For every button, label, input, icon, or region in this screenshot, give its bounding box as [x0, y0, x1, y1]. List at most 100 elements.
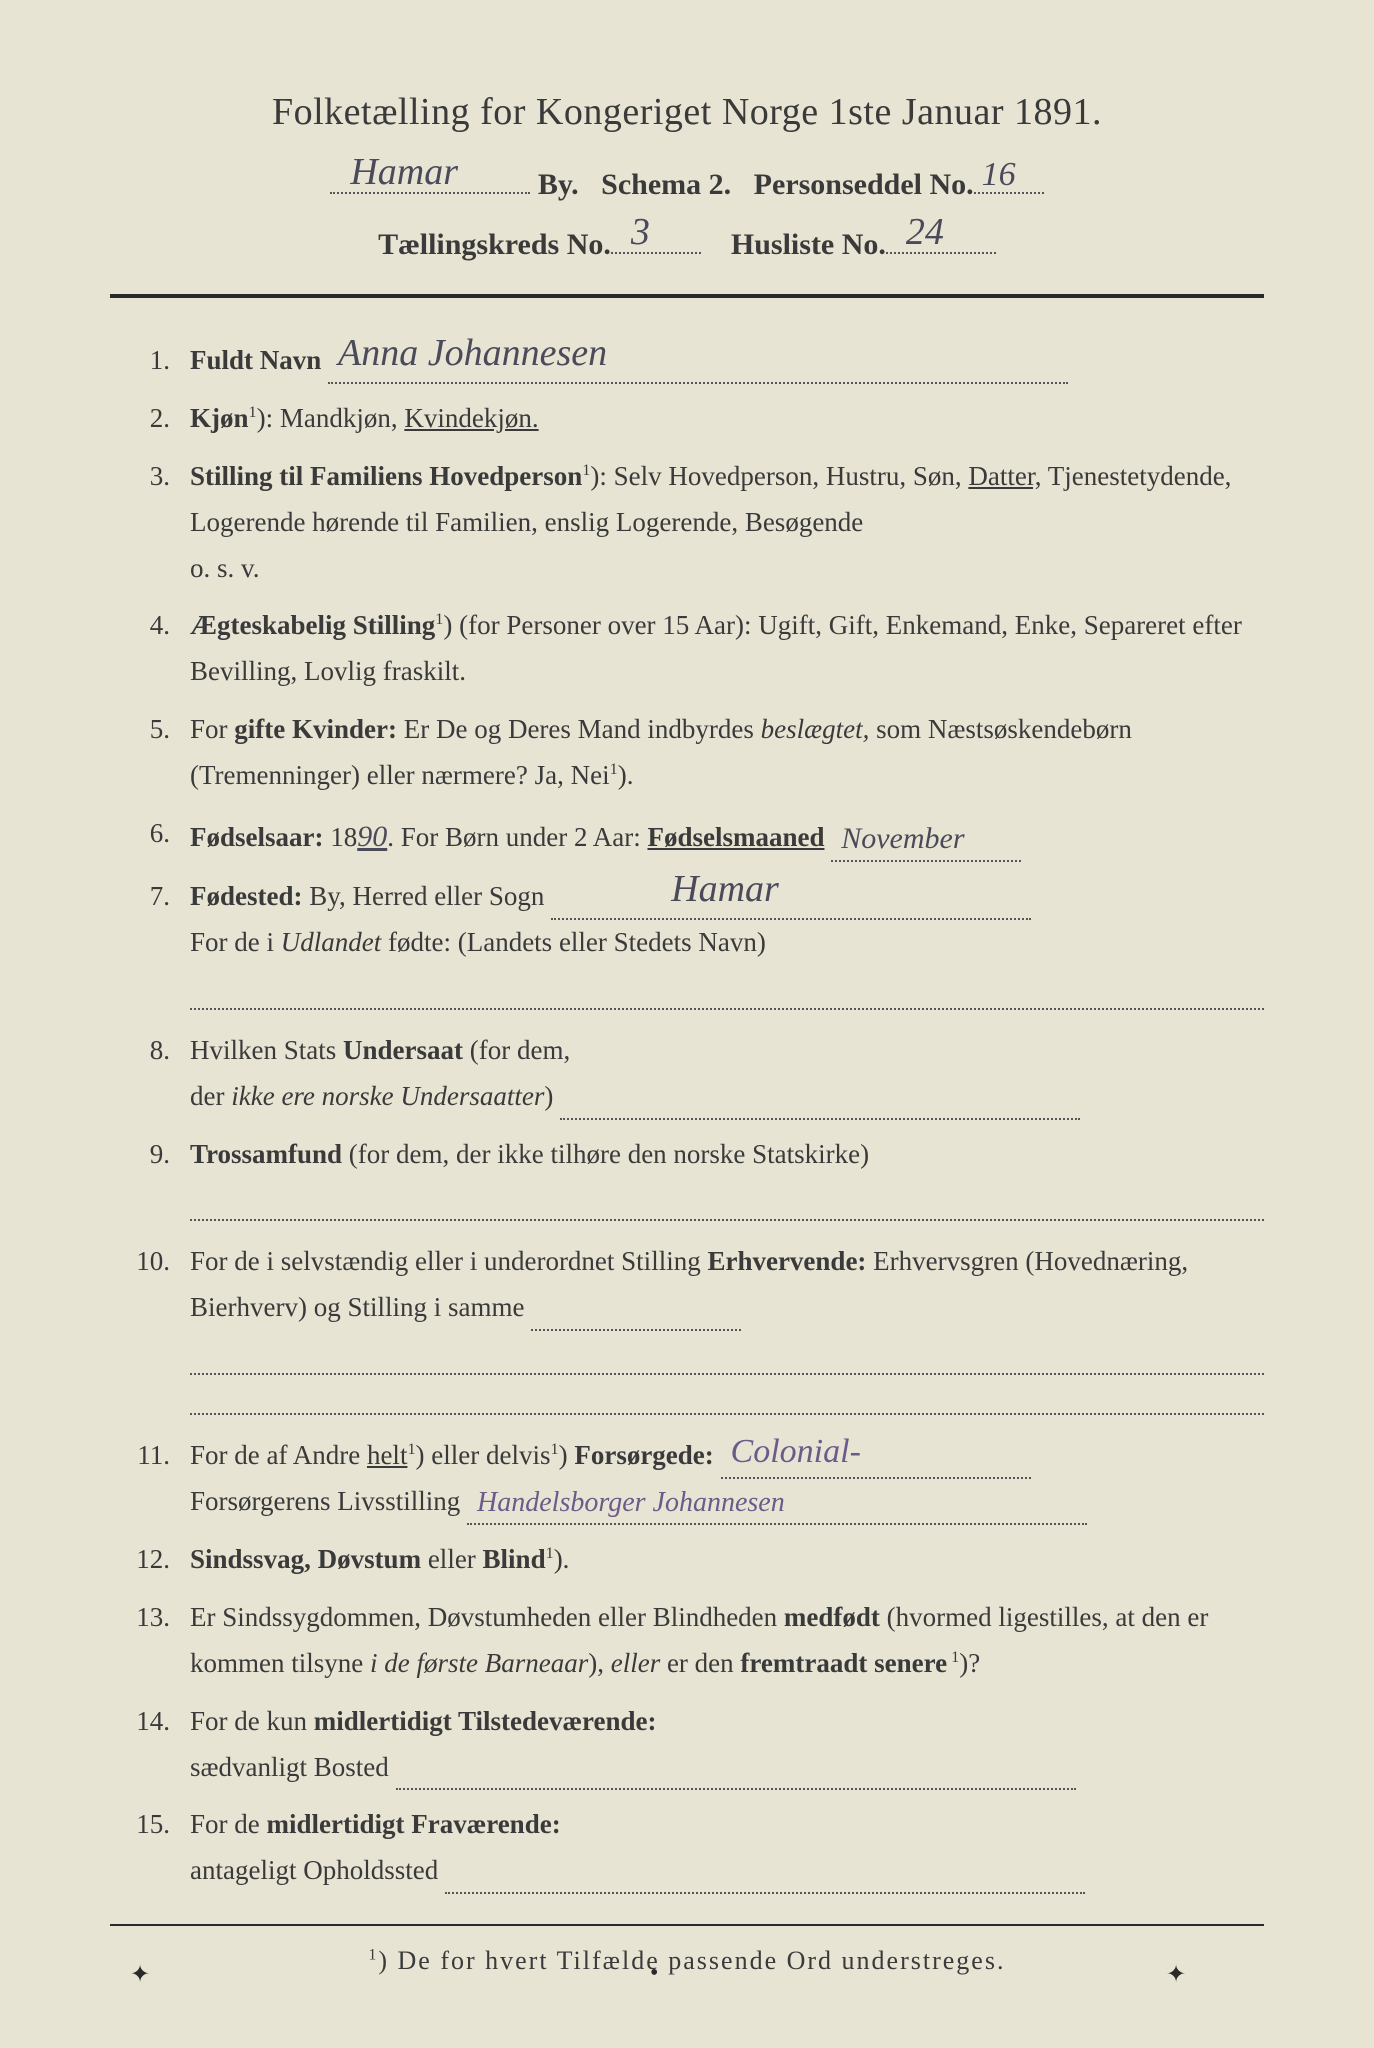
text-8c: (for dem,	[463, 1035, 570, 1065]
census-form-page: Folketælling for Kongeriget Norge 1ste J…	[0, 0, 1374, 2048]
footnote-sup: 1	[369, 1947, 379, 1964]
value-datter: Datter,	[968, 461, 1041, 491]
label-forsorgede: Forsørgede:	[574, 1440, 713, 1470]
text-3b: ): Selv Hovedperson, Hustru, Søn,	[590, 461, 968, 491]
form-title: Folketælling for Kongeriget Norge 1ste J…	[110, 90, 1264, 134]
text-8f: )	[544, 1081, 553, 1111]
item-12: 12. Sindssvag, Døvstum eller Blind1).	[110, 1537, 1264, 1583]
text-9b: (for dem, der ikke tilhøre den norske St…	[342, 1139, 869, 1169]
text-13a: Er Sindssygdommen, Døvstumheden eller Bl…	[190, 1602, 784, 1632]
num-1: 1.	[110, 338, 190, 384]
value-11a: Colonial-	[731, 1423, 861, 1481]
dotted-line-10a	[190, 1343, 1264, 1375]
text-13i: )?	[959, 1648, 980, 1678]
label-gifte: gifte Kvinder:	[234, 714, 397, 744]
text-15c: antageligt Opholdssted	[190, 1855, 438, 1885]
text-eller: eller	[611, 1648, 660, 1678]
item-5: 5. For gifte Kvinder: Er De og Deres Man…	[110, 707, 1264, 799]
label-stilling: Stilling til Familiens Hovedperson	[190, 461, 582, 491]
item-10: 10. For de i selvstændig eller i underor…	[110, 1239, 1264, 1331]
label-tilstedevaerende: midlertidigt Tilstedeværende:	[314, 1706, 657, 1736]
schema-label: Schema 2.	[601, 168, 731, 201]
footnote-text: ) De for hvert Tilfælde passende Ord und…	[378, 1946, 1005, 1975]
item-14: 14. For de kun midlertidigt Tilstedevære…	[110, 1699, 1264, 1791]
label-blind: Blind	[483, 1544, 546, 1574]
husliste-label: Husliste No.	[731, 228, 886, 261]
text-10a: For de i selvstændig eller i underordnet…	[190, 1246, 707, 1276]
num-4: 4.	[110, 603, 190, 695]
label-fodselsaar: Fødselsaar:	[190, 822, 323, 852]
pin-mark-right: ✦	[1166, 1960, 1184, 1978]
label-fravaerende: midlertidigt Fraværende:	[267, 1809, 561, 1839]
text-14c: sædvanligt Bosted	[190, 1752, 389, 1782]
item-9: 9. Trossamfund (for dem, der ikke tilhør…	[110, 1132, 1264, 1178]
num-2: 2.	[110, 396, 190, 442]
by-label: By.	[538, 168, 579, 201]
num-8: 8.	[110, 1028, 190, 1120]
num-10: 10.	[110, 1239, 190, 1331]
text-11d: )	[559, 1440, 575, 1470]
text-13e: ),	[588, 1648, 611, 1678]
num-3: 3.	[110, 454, 190, 592]
text-12b: eller	[421, 1544, 482, 1574]
husliste-no: 24	[906, 210, 944, 254]
text-5a: For	[190, 714, 234, 744]
item-6: 6. Fødselsaar: 1890. For Børn under 2 Aa…	[110, 811, 1264, 862]
text-helt: helt	[367, 1440, 408, 1470]
label-fodested: Fødested:	[190, 881, 302, 911]
label-fodselsmaaned: Fødselsmaaned	[647, 822, 824, 852]
item-8: 8. Hvilken Stats Undersaat (for dem, der…	[110, 1028, 1264, 1120]
header-line-3: Tællingskreds No. 3 Husliste No. 24	[110, 222, 1264, 262]
item-2: 2. Kjøn1): Mandkjøn, Kvindekjøn.	[110, 396, 1264, 442]
item-3: 3. Stilling til Familiens Hovedperson1):…	[110, 454, 1264, 592]
city-handwritten: Hamar	[350, 150, 458, 194]
label-fuldt-navn: Fuldt Navn	[190, 345, 321, 375]
dotted-line-7	[190, 978, 1264, 1010]
label-fremtraadt: fremtraadt senere	[740, 1648, 947, 1678]
text-8d: der	[190, 1081, 231, 1111]
text-13d: i de første Barneaar	[370, 1648, 588, 1678]
text-6c: . For Børn under 2 Aar:	[387, 822, 647, 852]
item-13: 13. Er Sindssygdommen, Døvstumheden elle…	[110, 1595, 1264, 1687]
label-trossamfund: Trossamfund	[190, 1139, 342, 1169]
text-7b: By, Herred eller Sogn	[302, 881, 544, 911]
footnote: 1) De for hvert Tilfælde passende Ord un…	[110, 1946, 1264, 1976]
value-month: November	[841, 813, 964, 864]
label-sindssvag: Sindssvag, Døvstum	[190, 1544, 421, 1574]
item-11: 11. For de af Andre helt1) eller delvis1…	[110, 1433, 1264, 1525]
text-7e: fødte: (Landets eller Stedets Navn)	[381, 927, 766, 957]
kreds-no: 3	[631, 210, 650, 254]
value-fodested: Hamar	[671, 857, 779, 922]
text-12d: ).	[554, 1544, 570, 1574]
item-1: 1. Fuldt Navn Anna Johannesen	[110, 338, 1264, 384]
personseddel-label: Personseddel No.	[754, 168, 974, 201]
header-line-2: Hamar By. Schema 2. Personseddel No. 16	[110, 162, 1264, 202]
text-11c: ) eller delvis	[416, 1440, 551, 1470]
num-14: 14.	[110, 1699, 190, 1791]
text-8a: Hvilken Stats	[190, 1035, 343, 1065]
num-12: 12.	[110, 1537, 190, 1583]
num-13: 13.	[110, 1595, 190, 1687]
value-name: Anna Johannesen	[338, 321, 607, 386]
text-14a: For de kun	[190, 1706, 314, 1736]
pin-mark-left: ✦	[130, 1960, 148, 1978]
text-kjon-opts: ): Mandkjøn,	[257, 403, 405, 433]
item-4: 4. Ægteskabelig Stilling1) (for Personer…	[110, 603, 1264, 695]
label-aegteskab: Ægteskabelig Stilling	[190, 610, 435, 640]
dotted-line-9	[190, 1189, 1264, 1221]
text-13g: er den	[660, 1648, 740, 1678]
person-no: 16	[982, 156, 1016, 194]
kreds-label: Tællingskreds No.	[378, 228, 611, 261]
item-7: 7. Fødested: By, Herred eller Sogn Hamar…	[110, 874, 1264, 966]
label-kjon: Kjøn	[190, 403, 249, 433]
text-osv: o. s. v.	[190, 553, 260, 583]
num-15: 15.	[110, 1802, 190, 1894]
text-15a: For de	[190, 1809, 267, 1839]
value-year: 90	[357, 811, 387, 862]
pin-mark-center: •	[650, 1960, 668, 1978]
value-11b: Handelsborger Johannesen	[477, 1479, 785, 1527]
text-18: 18	[323, 822, 357, 852]
dotted-line-10b	[190, 1383, 1264, 1415]
text-beslaegtet: beslægtet,	[761, 714, 870, 744]
num-6: 6.	[110, 811, 190, 862]
